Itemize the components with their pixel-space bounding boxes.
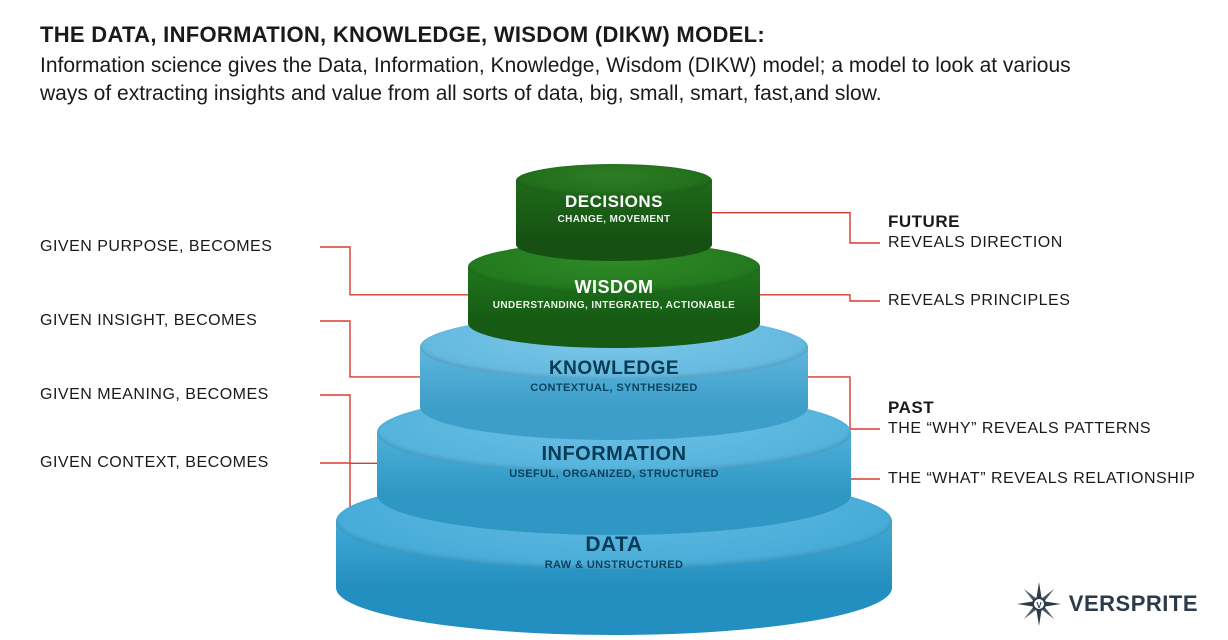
connector-left-2 [320,395,381,463]
connector-left-1 [320,321,424,377]
connector-right-past-1 [847,463,880,479]
page-root: THE DATA, INFORMATION, KNOWLEDGE, WISDOM… [0,0,1228,640]
page-title: THE DATA, INFORMATION, KNOWLEDGE, WISDOM… [40,22,1188,48]
page-subtitle: Information science gives the Data, Info… [40,52,1080,109]
connector-right-future-1 [756,295,880,301]
diagram-stage: DECISIONSCHANGE, MOVEMENTWISDOMUNDERSTAN… [0,142,1228,622]
connector-right-future-0 [708,213,880,243]
connector-left-0 [320,247,472,295]
